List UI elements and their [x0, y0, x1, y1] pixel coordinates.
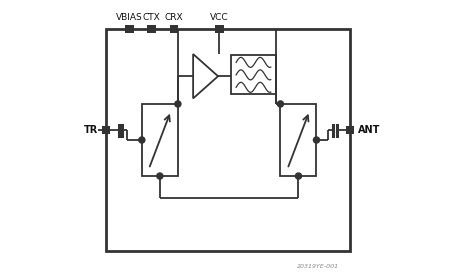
Text: CRX: CRX	[164, 13, 183, 22]
Bar	[102, 126, 110, 134]
Bar	[346, 126, 354, 134]
Circle shape	[277, 101, 284, 107]
Bar	[280, 104, 316, 176]
Text: VCC: VCC	[210, 13, 229, 22]
Circle shape	[295, 173, 302, 179]
Bar	[170, 25, 178, 33]
Bar	[148, 25, 156, 33]
Text: VBIAS: VBIAS	[116, 13, 143, 22]
Bar	[125, 25, 134, 33]
Bar	[230, 55, 276, 94]
Circle shape	[139, 137, 145, 143]
Bar	[215, 25, 224, 33]
Text: 20319YE-001: 20319YE-001	[297, 264, 339, 269]
Polygon shape	[193, 54, 218, 98]
Text: CTX: CTX	[143, 13, 160, 22]
Bar	[142, 104, 178, 176]
Circle shape	[314, 137, 320, 143]
Text: ANT: ANT	[357, 125, 380, 135]
Bar	[106, 29, 350, 251]
Circle shape	[157, 173, 163, 179]
Text: TR: TR	[84, 125, 98, 135]
Circle shape	[175, 101, 181, 107]
